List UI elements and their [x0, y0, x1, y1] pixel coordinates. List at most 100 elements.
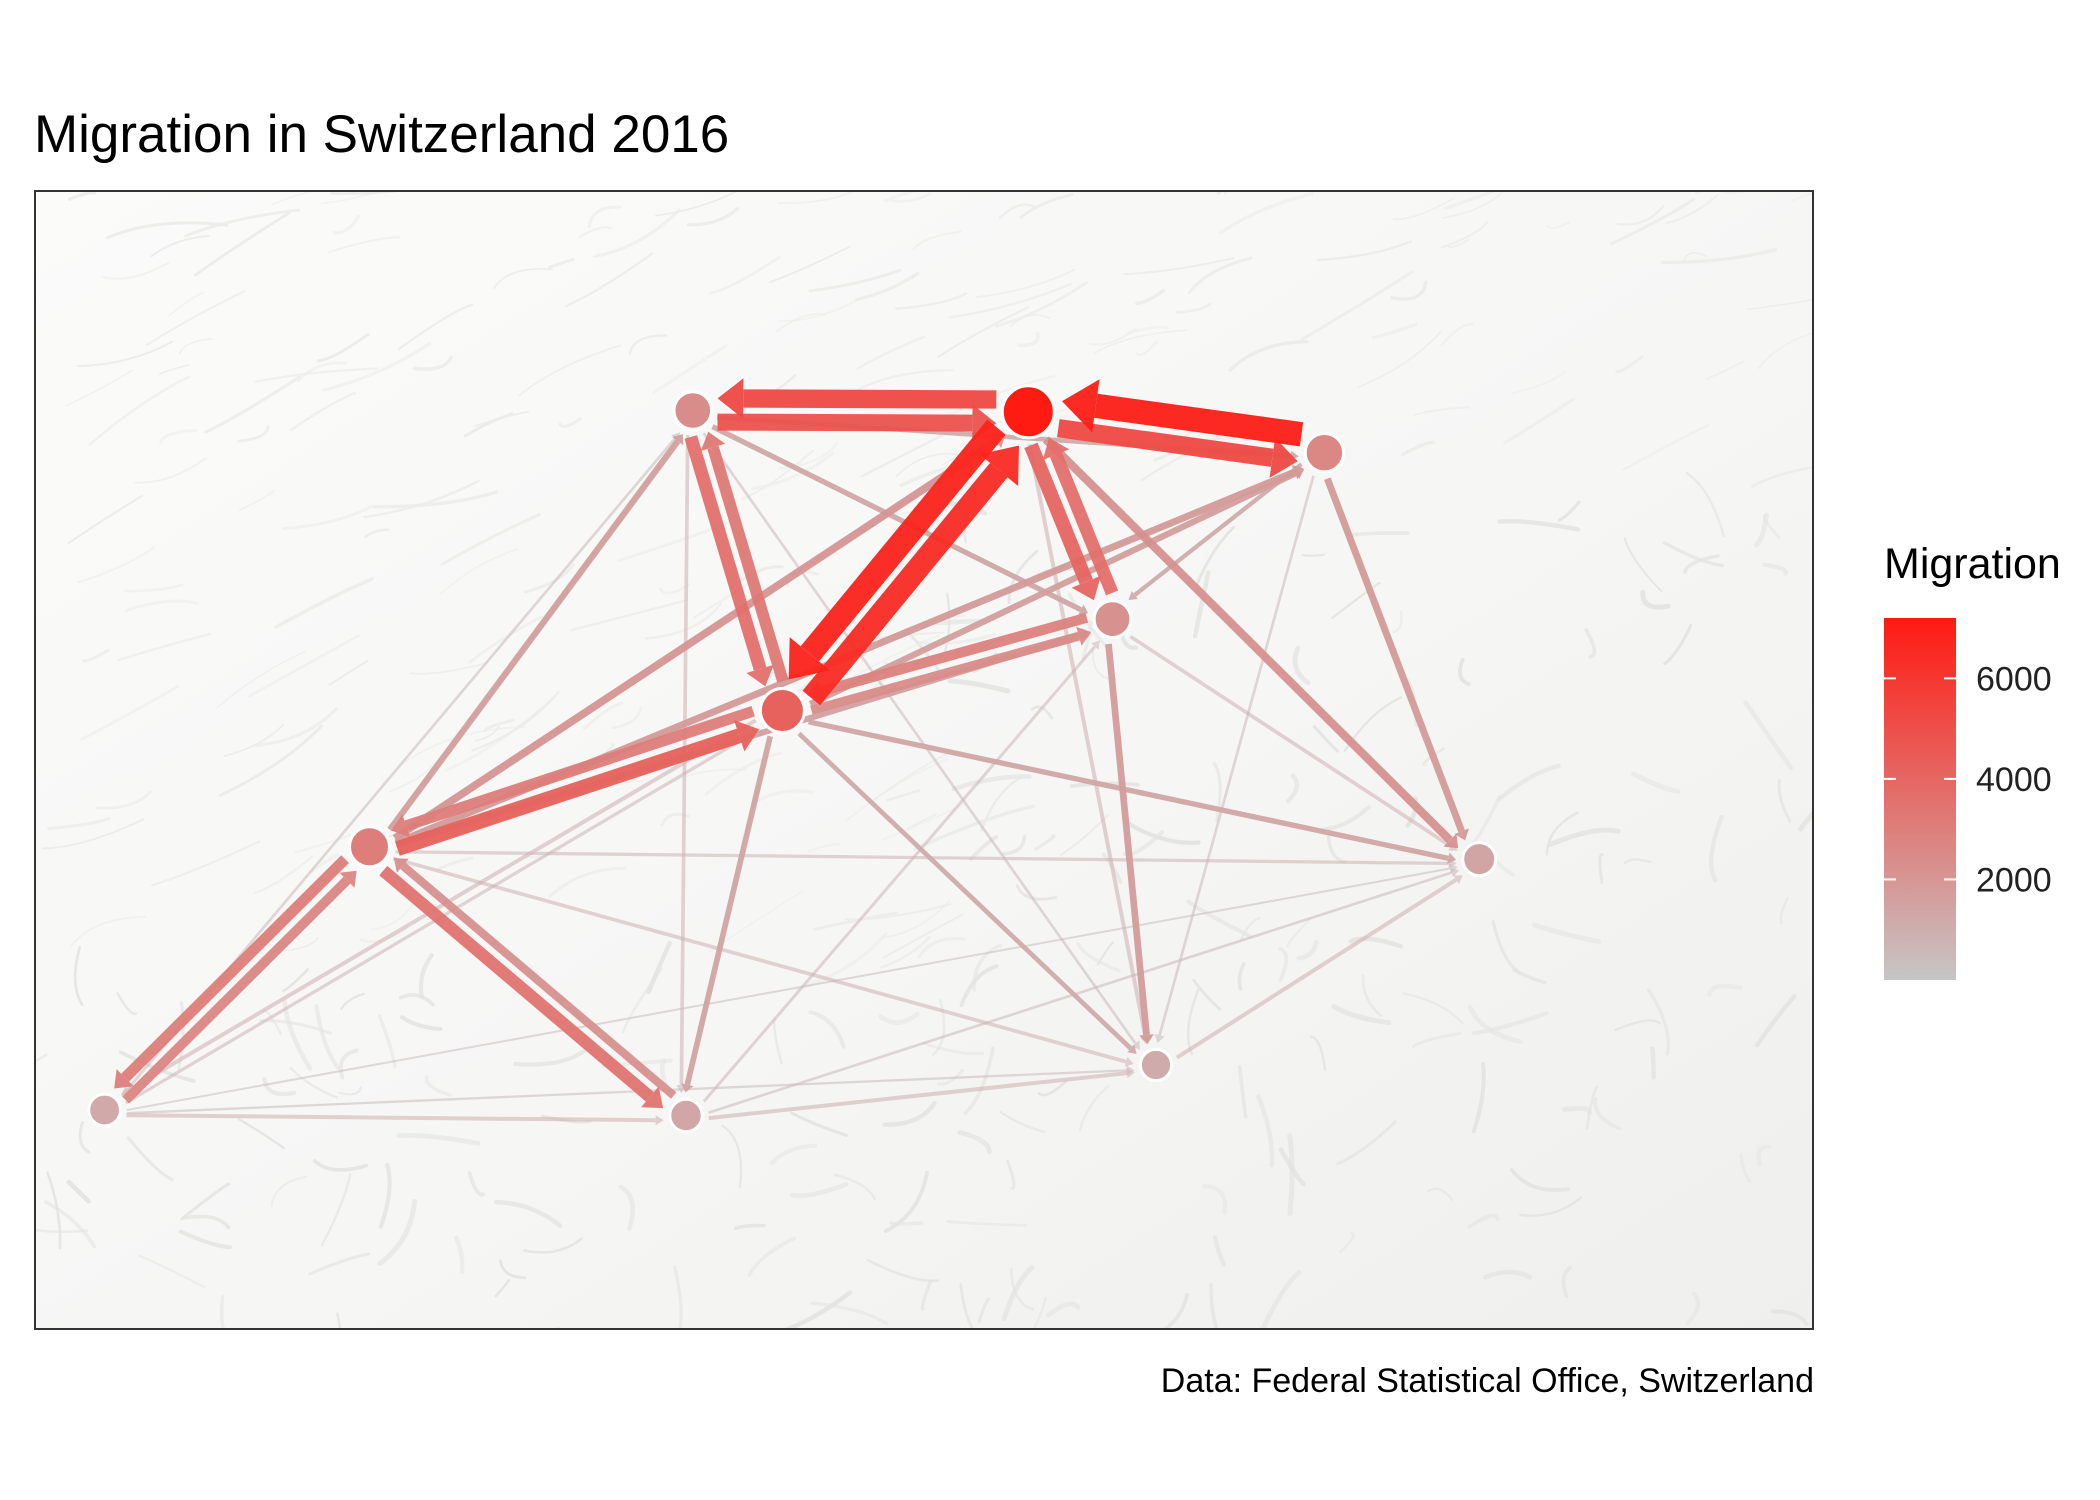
relief-stroke: [440, 513, 542, 566]
relief-stroke: [1123, 820, 1201, 845]
flow-B-G: [1042, 436, 1459, 849]
flow-shaft: [800, 419, 1006, 662]
relief-stroke: [296, 361, 347, 383]
relief-stroke: [1296, 940, 1319, 961]
relief-stroke: [1610, 197, 1696, 246]
relief-stroke: [80, 685, 180, 741]
flow-J-H: [708, 1068, 1135, 1121]
flow-arrowhead: [979, 445, 1019, 486]
relief-stroke: [1010, 1267, 1034, 1311]
relief-stroke: [947, 678, 1011, 694]
flow-arrowhead: [1071, 575, 1101, 601]
relief-stroke: [158, 364, 190, 375]
relief-stroke: [1413, 406, 1471, 417]
flow-B-E: [788, 419, 1006, 680]
relief-stroke: [721, 1124, 743, 1188]
flow-E-J: [681, 735, 773, 1093]
relief-stroke: [882, 913, 964, 959]
relief-stroke: [808, 1010, 846, 1049]
flow-F-H: [392, 856, 1134, 1067]
flow-J-G: [707, 867, 1460, 1114]
flow-arrowhead: [1042, 437, 1070, 461]
flow-I-F: [122, 870, 357, 1104]
relief-stroke: [126, 1136, 174, 1182]
flow-arrowhead: [641, 1086, 664, 1109]
relief-stroke: [1683, 554, 1720, 574]
flow-shaft: [1158, 475, 1315, 1036]
flow-arrows: [114, 378, 1469, 1126]
relief-stroke: [150, 234, 210, 258]
relief-stroke: [644, 602, 722, 640]
relief-stroke: [946, 1220, 1028, 1227]
relief-stroke: [1682, 252, 1707, 263]
relief-stroke: [66, 1179, 91, 1204]
relief-stroke: [1017, 331, 1040, 348]
relief-stroke: [180, 1182, 231, 1221]
relief-stroke: [1545, 221, 1571, 229]
flow-arrowhead: [1291, 465, 1304, 480]
relief-stroke: [1287, 1132, 1295, 1216]
relief-stroke: [654, 190, 741, 217]
legend-title: Migration: [1884, 540, 2061, 588]
relief-stroke: [308, 1252, 371, 1276]
relief-stroke: [217, 650, 306, 708]
relief-stroke: [872, 750, 955, 802]
relief-stroke: [1545, 811, 1579, 856]
flow-shaft: [395, 728, 742, 856]
flow-F-A: [387, 434, 684, 832]
flow-H-G: [1175, 875, 1463, 1060]
relief-stroke: [1598, 853, 1604, 885]
flow-C-B: [1062, 379, 1304, 447]
relief-stroke: [332, 214, 360, 235]
relief-stroke: [254, 855, 314, 894]
relief-stroke: [1350, 531, 1410, 537]
chart-title: Migration in Switzerland 2016: [34, 105, 730, 164]
flow-C-H: [1154, 475, 1315, 1043]
flow-arrowhead: [1154, 1033, 1165, 1043]
relief-stroke: [314, 1004, 341, 1070]
relief-stroke: [1557, 500, 1581, 522]
relief-stroke: [1593, 1097, 1621, 1131]
relief-stroke: [498, 1259, 527, 1280]
relief-stroke: [412, 355, 453, 371]
relief-stroke: [959, 1283, 975, 1330]
relief-stroke: [1358, 331, 1442, 388]
relief-stroke: [289, 391, 356, 432]
relief-stroke: [1685, 1291, 1700, 1326]
relief-stroke: [262, 1077, 297, 1097]
relief-stroke: [1640, 589, 1671, 610]
flow-arrowhead: [734, 720, 760, 752]
relief-stroke: [1259, 1270, 1302, 1330]
flow-shaft: [684, 735, 773, 1086]
flow-J-F: [393, 858, 677, 1099]
relief-stroke: [778, 441, 839, 470]
relief-stroke: [1285, 773, 1300, 804]
relief-stroke: [1239, 917, 1261, 941]
relief-stroke: [618, 1184, 636, 1231]
flow-shaft: [1324, 477, 1465, 833]
relief-stroke: [1467, 1213, 1500, 1229]
flow-shaft: [707, 445, 789, 683]
flow-arrowhead: [1453, 875, 1463, 884]
relief-stroke: [1001, 834, 1027, 856]
flow-shaft: [121, 855, 349, 1082]
relief-stroke: [1663, 623, 1693, 666]
relief-stroke: [1286, 917, 1312, 948]
relief-stroke: [42, 818, 145, 850]
relief-stroke: [646, 940, 672, 995]
relief-stroke: [282, 968, 310, 992]
relief-stroke: [889, 1220, 924, 1226]
relief-stroke: [336, 1312, 342, 1330]
relief-stroke: [1753, 512, 1769, 548]
relief-stroke: [418, 953, 434, 1000]
flow-arrowhead: [1124, 1056, 1134, 1067]
relief-stroke: [611, 707, 643, 730]
relief-stroke: [1078, 1084, 1110, 1132]
relief-stroke: [704, 751, 783, 796]
relief-stroke: [312, 1159, 369, 1172]
legend-colorbar: 2000 4000 6000: [1884, 618, 2052, 980]
relief-stroke: [116, 992, 138, 1015]
relief-stroke: [1665, 194, 1719, 224]
relief-stroke: [1411, 1031, 1462, 1048]
relief-stroke: [1547, 827, 1621, 847]
